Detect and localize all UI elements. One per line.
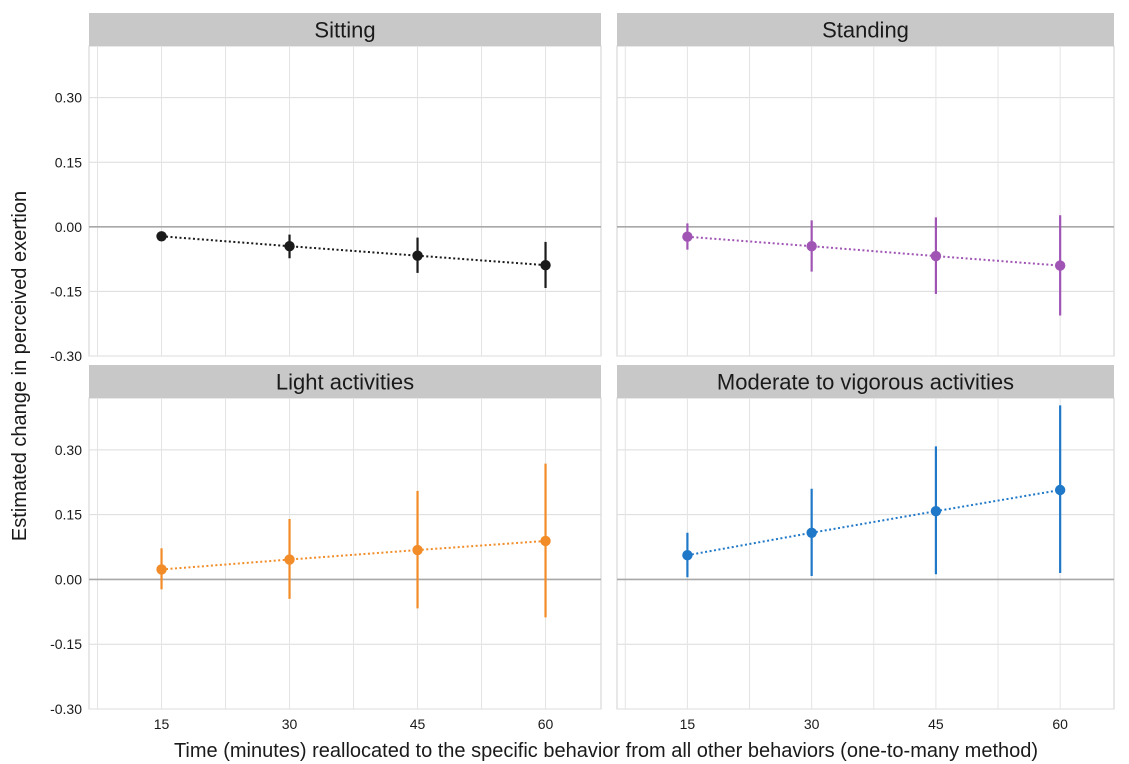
data-point	[806, 527, 817, 538]
data-point	[682, 550, 693, 561]
data-point	[540, 259, 551, 271]
panel-background	[88, 45, 602, 357]
data-point	[412, 250, 423, 261]
data-point	[930, 250, 942, 262]
series-line	[161, 539, 546, 571]
panel-background	[616, 45, 1115, 357]
y-tick-label: 0.15	[55, 154, 82, 170]
x-tick-label: 45	[410, 716, 426, 732]
y-tick-label: -0.30	[50, 701, 82, 717]
x-tick-label: 45	[928, 716, 944, 732]
data-point	[930, 505, 942, 517]
data-point	[412, 544, 423, 556]
panel-title: Light activities	[276, 370, 414, 395]
panel-title: Sitting	[314, 18, 375, 43]
data-point	[156, 564, 167, 575]
panel-background	[88, 397, 602, 710]
x-tick-label: 60	[1052, 716, 1068, 732]
panel-strip	[617, 365, 1114, 398]
y-tick-label: 0.30	[55, 90, 82, 106]
panel-strip	[617, 13, 1114, 46]
y-tick-label: -0.30	[50, 348, 82, 364]
panel-strip	[89, 365, 601, 398]
data-point	[284, 241, 295, 252]
data-point	[682, 231, 693, 242]
series-line	[687, 489, 1061, 557]
y-tick-label: -0.15	[50, 636, 82, 652]
x-tick-label: 60	[538, 716, 554, 732]
panel-strip	[89, 13, 601, 46]
data-point	[1054, 484, 1066, 496]
data-point	[540, 535, 551, 547]
y-tick-label: 0.00	[55, 219, 82, 235]
y-tick-label: -0.15	[50, 283, 82, 299]
x-tick-label: 15	[680, 716, 696, 732]
data-point	[1054, 260, 1066, 271]
series-line	[161, 235, 546, 267]
data-point	[156, 231, 167, 242]
y-tick-label: 0.15	[55, 507, 82, 523]
panel-title: Standing	[822, 18, 909, 43]
x-axis-title: Time (minutes) reallocated to the specif…	[174, 740, 1038, 762]
x-tick-label: 30	[804, 716, 820, 732]
y-tick-label: 0.30	[55, 442, 82, 458]
y-axis-title: Estimated change in perceived exertion	[9, 191, 31, 541]
y-tick-label: 0.00	[55, 571, 82, 587]
series-line	[687, 235, 1061, 267]
x-tick-label: 30	[282, 716, 298, 732]
data-point	[806, 241, 817, 252]
x-tick-label: 15	[154, 716, 170, 732]
panel-title: Moderate to vigorous activities	[717, 370, 1014, 395]
data-point	[284, 554, 295, 565]
